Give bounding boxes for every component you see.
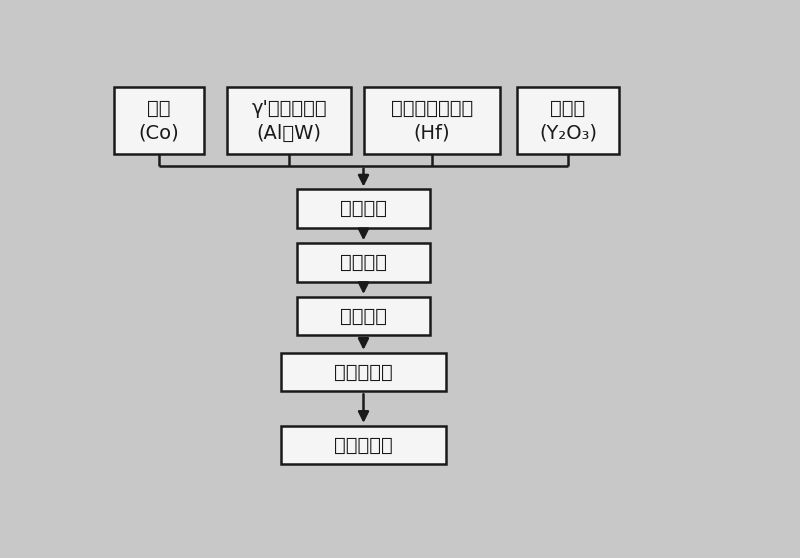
FancyBboxPatch shape	[297, 189, 430, 228]
Text: γ'相形成元素
(Al，W): γ'相形成元素 (Al，W)	[251, 99, 327, 143]
FancyBboxPatch shape	[297, 297, 430, 335]
FancyBboxPatch shape	[282, 426, 446, 464]
FancyBboxPatch shape	[227, 88, 351, 154]
Text: 氧化物细化元素
(Hf): 氧化物细化元素 (Hf)	[390, 99, 473, 143]
Text: 弥散相
(Y₂O₃): 弥散相 (Y₂O₃)	[539, 99, 597, 143]
FancyBboxPatch shape	[114, 88, 204, 154]
Text: 粉末包套: 粉末包套	[340, 253, 387, 272]
Text: 时效热处理: 时效热处理	[334, 436, 393, 455]
FancyBboxPatch shape	[297, 243, 430, 282]
FancyBboxPatch shape	[282, 353, 446, 391]
Text: 热等静压: 热等静压	[340, 307, 387, 326]
Text: 基体
(Co): 基体 (Co)	[138, 99, 179, 143]
FancyBboxPatch shape	[363, 88, 500, 154]
Text: 高能球磨: 高能球磨	[340, 199, 387, 218]
FancyBboxPatch shape	[517, 88, 619, 154]
Text: 固溶热处理: 固溶热处理	[334, 363, 393, 382]
